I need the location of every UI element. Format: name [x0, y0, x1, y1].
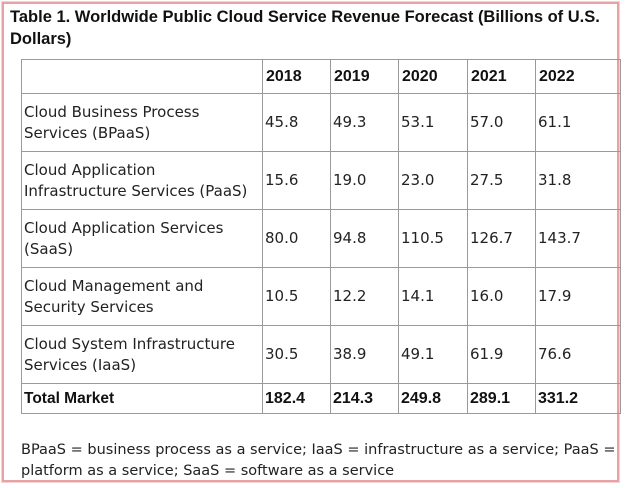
total-value-cell: 289.1 — [467, 383, 536, 414]
table-title: Table 1. Worldwide Public Cloud Service … — [10, 8, 600, 48]
value-cell: 49.1 — [398, 325, 468, 384]
header-cell-empty — [21, 59, 263, 94]
value-cell: 38.9 — [330, 325, 399, 384]
value-cell: 94.8 — [330, 209, 399, 268]
revenue-forecast-table: 2018 2019 2020 2021 2022 Cloud Business … — [21, 59, 621, 414]
value-cell: 14.1 — [398, 267, 468, 326]
value-cell: 17.9 — [535, 267, 621, 326]
value-cell: 16.0 — [467, 267, 536, 326]
table-row: Cloud Application Infrastructure Service… — [21, 151, 621, 210]
table-row: Cloud Management and Security Services 1… — [21, 267, 621, 326]
total-row: Total Market 182.4 214.3 249.8 289.1 331… — [21, 383, 621, 414]
value-cell: 31.8 — [535, 151, 621, 210]
value-cell: 126.7 — [467, 209, 536, 268]
value-cell: 57.0 — [467, 93, 536, 152]
row-label: Cloud Management and Security Services — [21, 267, 263, 326]
value-cell: 80.0 — [262, 209, 331, 268]
table-row: Cloud Business Process Services (BPaaS) … — [21, 93, 621, 152]
table-header-row: 2018 2019 2020 2021 2022 — [21, 59, 621, 94]
header-cell-year: 2019 — [330, 59, 399, 94]
total-value-cell: 331.2 — [535, 383, 621, 414]
value-cell: 61.1 — [535, 93, 621, 152]
value-cell: 27.5 — [467, 151, 536, 210]
total-label: Total Market — [21, 383, 263, 414]
value-cell: 143.7 — [535, 209, 621, 268]
value-cell: 53.1 — [398, 93, 468, 152]
header-cell-year: 2022 — [535, 59, 621, 94]
table-row: Cloud System Infrastructure Services (Ia… — [21, 325, 621, 384]
table-row: Cloud Application Services (SaaS) 80.0 9… — [21, 209, 621, 268]
value-cell: 19.0 — [330, 151, 399, 210]
value-cell: 30.5 — [262, 325, 331, 384]
header-cell-year: 2020 — [398, 59, 468, 94]
total-value-cell: 182.4 — [262, 383, 331, 414]
value-cell: 15.6 — [262, 151, 331, 210]
header-cell-year: 2021 — [467, 59, 536, 94]
header-cell-year: 2018 — [262, 59, 331, 94]
value-cell: 45.8 — [262, 93, 331, 152]
value-cell: 10.5 — [262, 267, 331, 326]
row-label: Cloud Application Services (SaaS) — [21, 209, 263, 268]
value-cell: 76.6 — [535, 325, 621, 384]
value-cell: 110.5 — [398, 209, 468, 268]
total-value-cell: 214.3 — [330, 383, 399, 414]
row-label: Cloud Business Process Services (BPaaS) — [21, 93, 263, 152]
total-value-cell: 249.8 — [398, 383, 468, 414]
row-label: Cloud Application Infrastructure Service… — [21, 151, 263, 210]
table-footnote: BPaaS = business process as a service; I… — [21, 442, 616, 479]
value-cell: 61.9 — [467, 325, 536, 384]
row-label: Cloud System Infrastructure Services (Ia… — [21, 325, 263, 384]
value-cell: 12.2 — [330, 267, 399, 326]
value-cell: 23.0 — [398, 151, 468, 210]
value-cell: 49.3 — [330, 93, 399, 152]
